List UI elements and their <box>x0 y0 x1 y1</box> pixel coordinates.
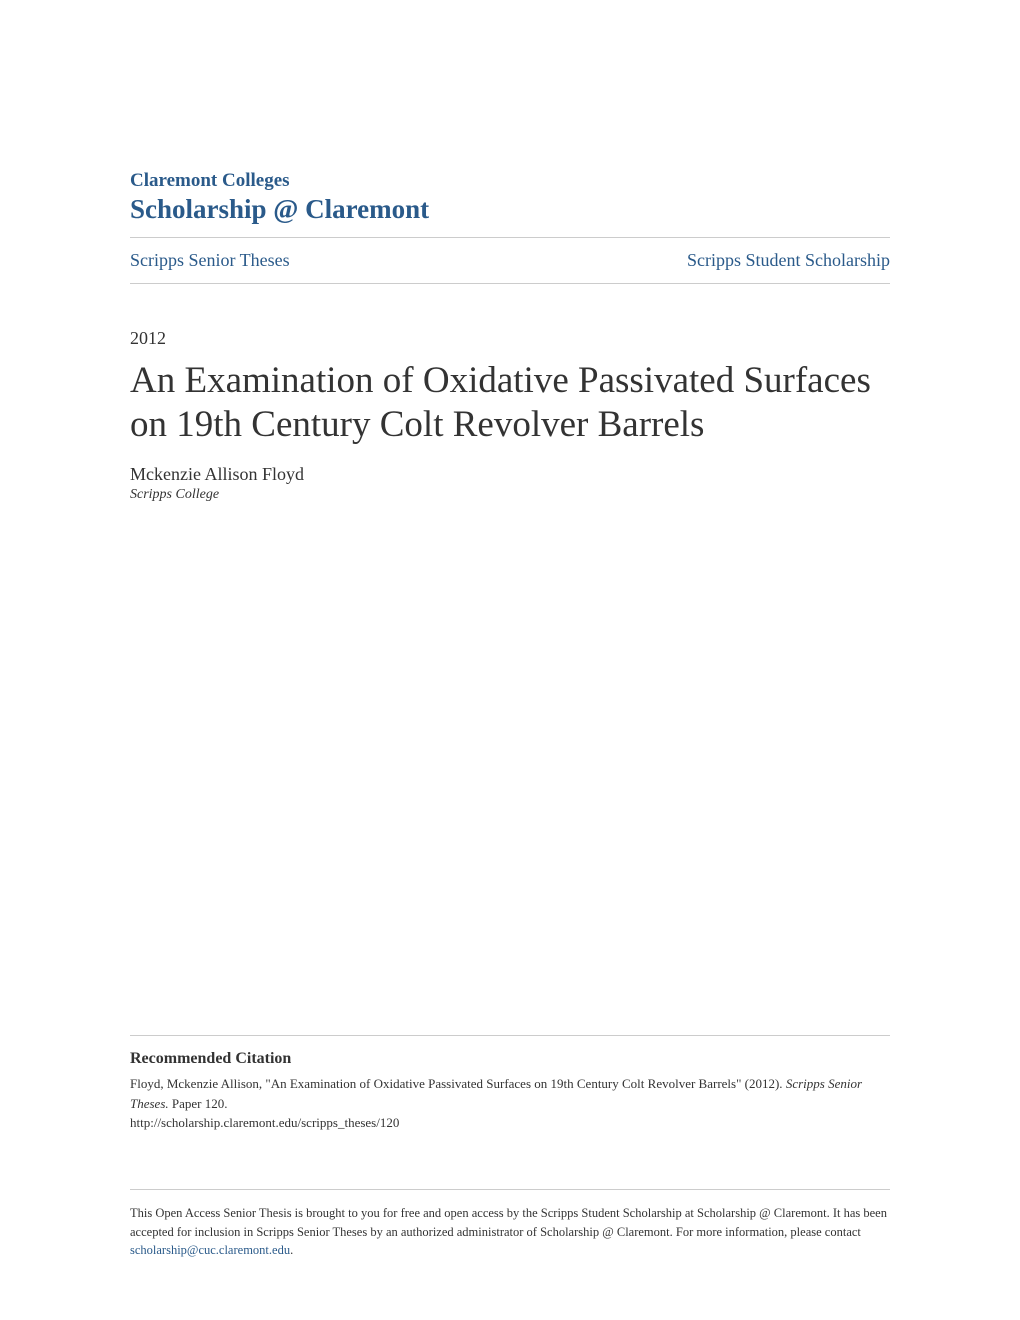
citation-url: http://scholarship.claremont.edu/scripps… <box>130 1115 399 1130</box>
header-section: Claremont Colleges Scholarship @ Claremo… <box>130 170 890 225</box>
citation-section: Recommended Citation Floyd, Mckenzie All… <box>130 1035 890 1133</box>
page-container: Claremont Colleges Scholarship @ Claremo… <box>0 0 1020 1320</box>
publication-year: 2012 <box>130 328 890 349</box>
repository-name[interactable]: Scholarship @ Claremont <box>130 194 890 225</box>
citation-heading: Recommended Citation <box>130 1050 890 1068</box>
footer-period: . <box>290 1243 293 1257</box>
author-affiliation: Scripps College <box>130 487 890 503</box>
author-name: Mckenzie Allison Floyd <box>130 464 890 485</box>
citation-paper-number: Paper 120. <box>169 1096 228 1111</box>
document-title: An Examination of Oxidative Passivated S… <box>130 359 890 448</box>
nav-row: Scripps Senior Theses Scripps Student Sc… <box>130 237 890 284</box>
citation-author-part: Floyd, Mckenzie Allison, "An Examination… <box>130 1076 786 1091</box>
main-content: Claremont Colleges Scholarship @ Claremo… <box>130 170 890 1035</box>
footer-body: This Open Access Senior Thesis is brough… <box>130 1206 887 1239</box>
nav-link-right[interactable]: Scripps Student Scholarship <box>687 250 890 271</box>
footer-section: This Open Access Senior Thesis is brough… <box>130 1189 890 1260</box>
footer-text: This Open Access Senior Thesis is brough… <box>130 1204 890 1260</box>
institution-name[interactable]: Claremont Colleges <box>130 170 890 192</box>
citation-text: Floyd, Mckenzie Allison, "An Examination… <box>130 1074 890 1133</box>
footer-contact-link[interactable]: scholarship@cuc.claremont.edu <box>130 1243 290 1257</box>
nav-link-left[interactable]: Scripps Senior Theses <box>130 250 290 271</box>
